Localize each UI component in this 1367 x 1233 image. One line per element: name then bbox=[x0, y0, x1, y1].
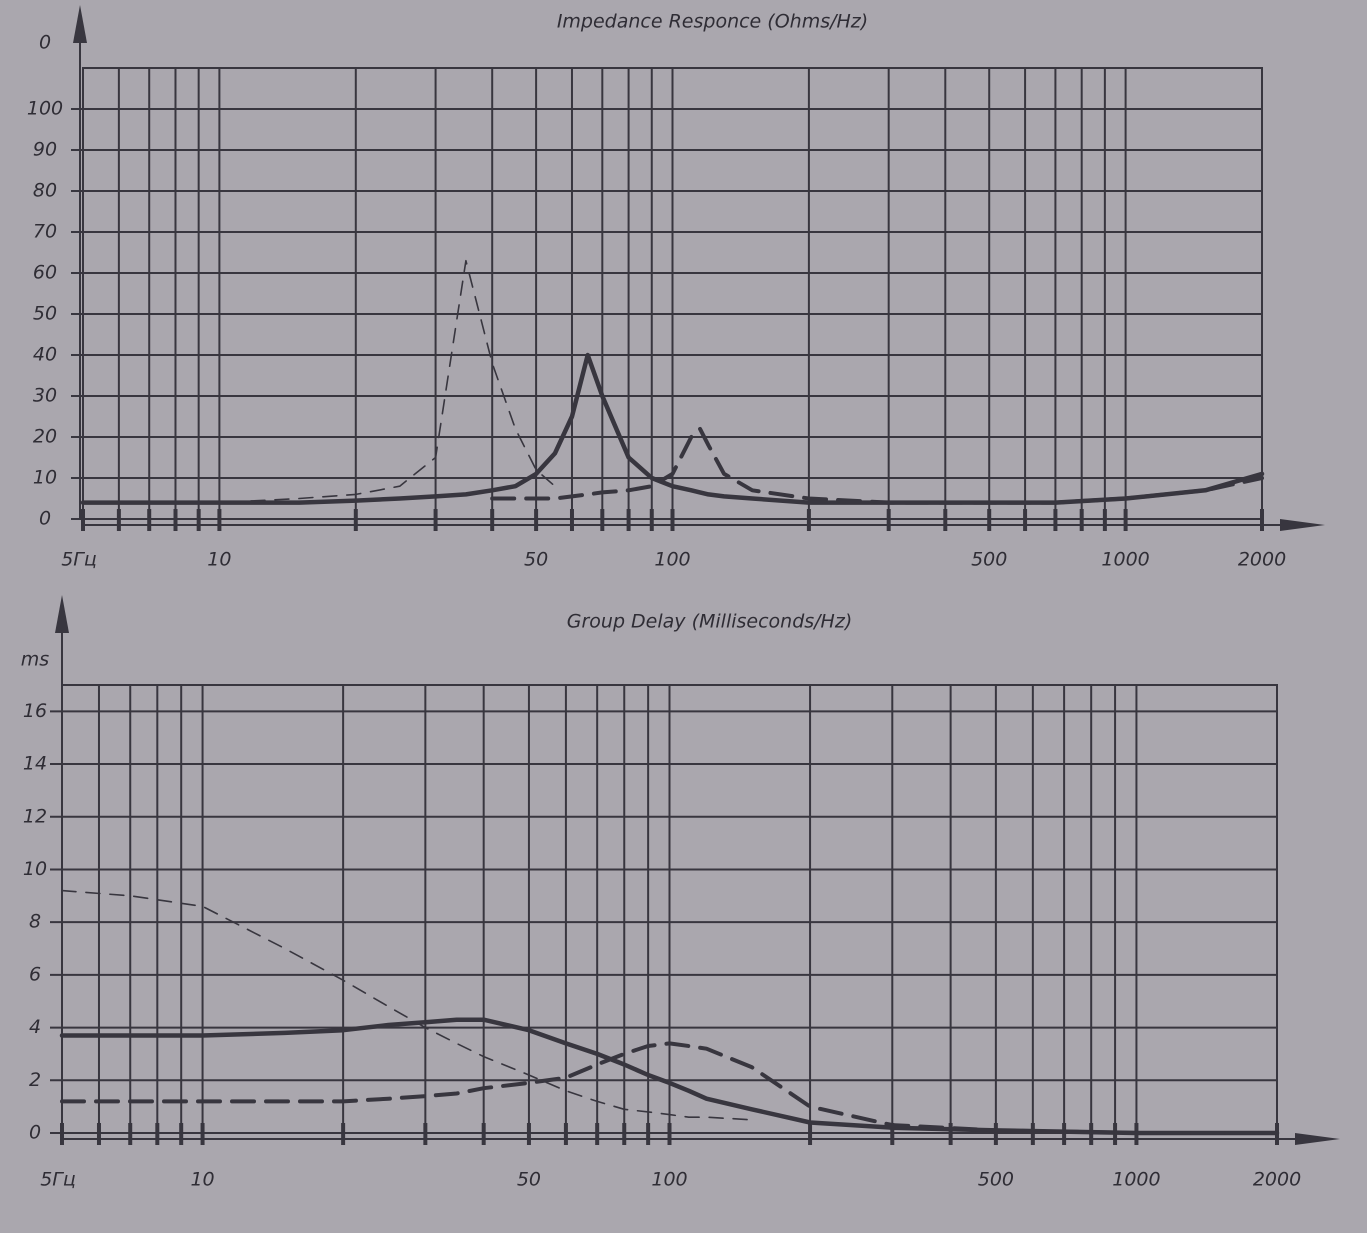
y-axis-arrow bbox=[73, 5, 87, 43]
x-tick-label: 5Гц bbox=[61, 549, 97, 571]
y-axis-label: 0 bbox=[39, 32, 51, 54]
y-axis-label: ms bbox=[21, 649, 50, 671]
y-tick-label: 10 bbox=[23, 858, 47, 880]
x-tick-label: 100 bbox=[651, 1169, 687, 1191]
y-tick-label: 30 bbox=[33, 385, 57, 407]
data-line bbox=[490, 426, 1264, 505]
x-tick-label: 500 bbox=[978, 1169, 1014, 1191]
x-tick-label: 10 bbox=[207, 549, 231, 571]
y-tick-label: 80 bbox=[33, 180, 57, 202]
y-tick-label: 12 bbox=[23, 805, 47, 827]
x-axis-arrow bbox=[1280, 519, 1325, 531]
y-tick-label: 50 bbox=[33, 303, 57, 325]
y-tick-label: 90 bbox=[33, 139, 57, 161]
x-tick-label: 2000 bbox=[1253, 1169, 1301, 1191]
y-tick-label: 0 bbox=[29, 1122, 41, 1144]
y-tick-label: 0 bbox=[39, 508, 51, 530]
y-axis-arrow bbox=[55, 595, 69, 633]
y-tick-label: 16 bbox=[23, 700, 47, 722]
y-tick-label: 20 bbox=[33, 426, 57, 448]
data-line bbox=[82, 259, 556, 504]
x-tick-label: 500 bbox=[971, 549, 1007, 571]
data-line bbox=[61, 889, 753, 1121]
data-line bbox=[59, 1017, 1280, 1136]
x-tick-label: 1000 bbox=[1101, 549, 1149, 571]
y-tick-label: 14 bbox=[23, 753, 47, 775]
y-tick-label: 70 bbox=[33, 221, 57, 243]
x-tick-label: 5Гц bbox=[40, 1169, 76, 1191]
x-axis-arrow bbox=[1295, 1133, 1340, 1145]
x-tick-label: 50 bbox=[517, 1169, 541, 1191]
y-tick-label: 8 bbox=[29, 911, 41, 933]
y-tick-label: 100 bbox=[27, 98, 63, 120]
x-tick-label: 10 bbox=[190, 1169, 214, 1191]
x-tick-label: 100 bbox=[654, 549, 690, 571]
chart-title: Group Delay (Milliseconds/Hz) bbox=[567, 611, 852, 633]
y-tick-label: 10 bbox=[33, 467, 57, 489]
data-line bbox=[60, 1041, 1279, 1135]
x-tick-label: 2000 bbox=[1238, 549, 1286, 571]
chart-title: Impedance Responce (Ohms/Hz) bbox=[557, 11, 868, 33]
y-tick-label: 6 bbox=[29, 963, 41, 985]
x-tick-label: 1000 bbox=[1112, 1169, 1160, 1191]
y-tick-label: 40 bbox=[33, 344, 57, 366]
y-tick-label: 2 bbox=[29, 1069, 41, 1091]
y-tick-label: 4 bbox=[29, 1016, 41, 1038]
y-tick-label: 60 bbox=[33, 262, 57, 284]
x-tick-label: 50 bbox=[524, 549, 548, 571]
